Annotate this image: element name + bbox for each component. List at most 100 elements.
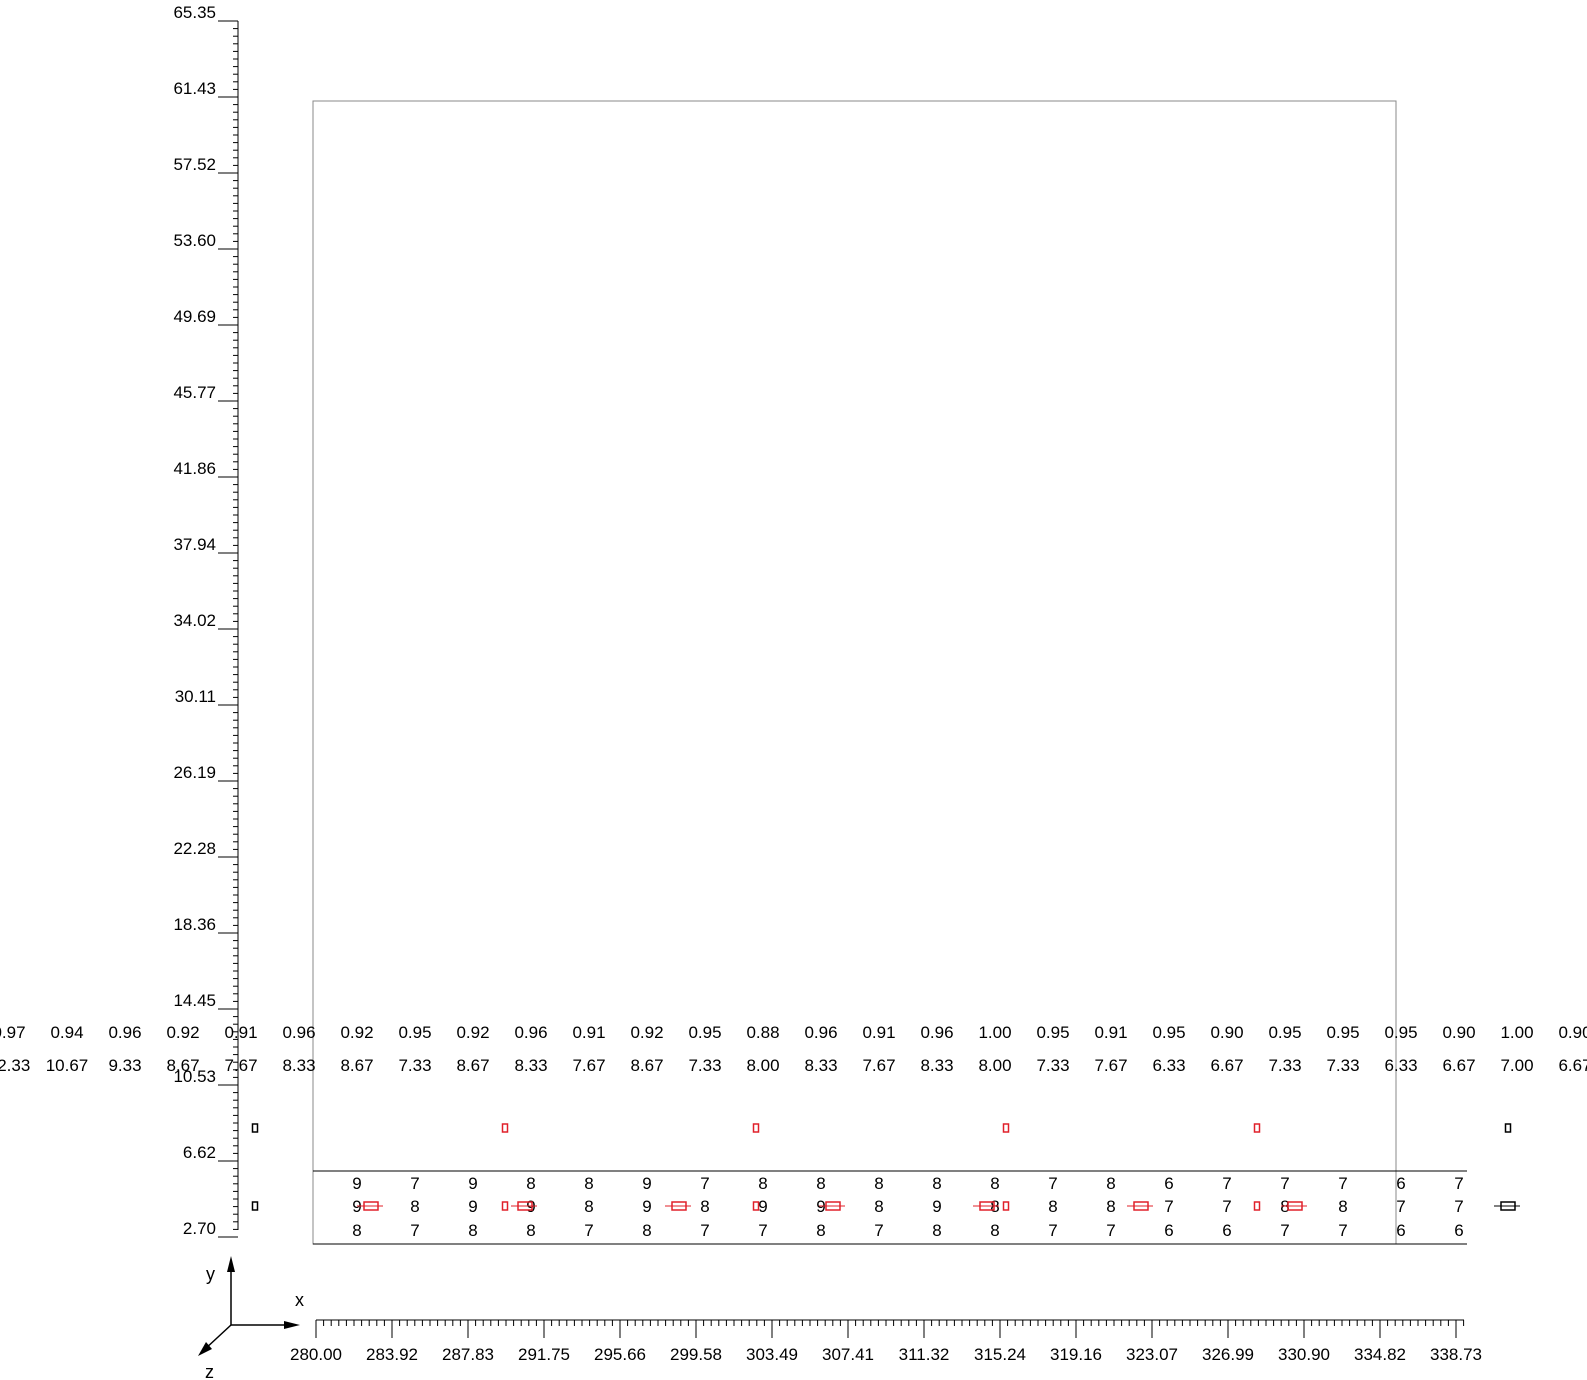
top-value-row: 0.97 0.94 0.96 0.92 0.91 0.96 0.92 0.95 0.92 0.96… [0, 1023, 1587, 1042]
table-cell: 7 [1222, 1197, 1231, 1216]
top-row-value: 0.91 [224, 1023, 257, 1042]
second-row-value: 6.67 [1210, 1056, 1243, 1075]
top-row-value: 0.92 [456, 1023, 489, 1042]
table-cell: 8 [410, 1197, 419, 1216]
table-cell: 7 [410, 1174, 419, 1193]
table-cell: 8 [758, 1174, 767, 1193]
table-cell: 9 [932, 1197, 941, 1216]
y-axis-minor-ticks [218, 20, 238, 1238]
table-cell: 6 [1396, 1221, 1405, 1240]
top-row-value: 0.95 [1384, 1023, 1417, 1042]
marker-small [251, 1123, 259, 1133]
table-cell: 8 [584, 1197, 593, 1216]
table-cell: 7 [1454, 1197, 1463, 1216]
table-cell: 8 [468, 1221, 477, 1240]
x-tick-label: 287.83 [442, 1345, 494, 1364]
top-row-value: 1.00 [978, 1023, 1011, 1042]
orientation-indicator: y x z [198, 1256, 304, 1380]
marker-small [1504, 1123, 1512, 1133]
y-tick-label: 53.60 [173, 231, 216, 250]
top-row-value: 0.91 [1094, 1023, 1127, 1042]
second-row-value: 7.33 [1268, 1056, 1301, 1075]
y-tick-label: 65.35 [173, 3, 216, 22]
table-cell: 7 [874, 1221, 883, 1240]
y-tick-label: 14.45 [173, 991, 216, 1010]
table-cell: 6 [1454, 1221, 1463, 1240]
markers [251, 1123, 1520, 1211]
table-cell: 8 [352, 1221, 361, 1240]
marker-small [501, 1201, 509, 1211]
second-row-value: 8.67 [166, 1056, 199, 1075]
y-tick-label: 49.69 [173, 307, 216, 326]
x-tick-label: 323.07 [1126, 1345, 1178, 1364]
table-cell: 9 [758, 1197, 767, 1216]
table-cell: 7 [1164, 1197, 1173, 1216]
table-cell: 8 [932, 1221, 941, 1240]
table-cell: 8 [526, 1221, 535, 1240]
second-row-value: 7.33 [398, 1056, 431, 1075]
table-cell: 8 [1048, 1197, 1057, 1216]
second-value-row: 12.33 10.67 9.33 8.67 7.67 8.33 8.67 7.33 8.67 8.… [0, 1056, 1587, 1075]
y-tick-label: 61.43 [173, 79, 216, 98]
table-cell: 8 [700, 1197, 709, 1216]
orientation-x-arrowhead [284, 1321, 300, 1329]
lower-table: 9 7 9 8 8 9 7 8 8 8 8 8 7 8 6 7 7 7 6 79 8 9 9 8 9 8 9 9 8 9 8 8 8 7 7 8 8 7 7… [313, 1170, 1467, 1245]
table-cell: 7 [1280, 1221, 1289, 1240]
orientation-y-label: y [206, 1264, 215, 1284]
table-cell: 6 [1222, 1221, 1231, 1240]
x-tick-label: 338.73 [1430, 1345, 1482, 1364]
second-row-value: 6.33 [1152, 1056, 1185, 1075]
top-row-value: 0.94 [50, 1023, 83, 1042]
marker-box [517, 1201, 533, 1211]
y-axis-tick-labels: 65.35 61.43 57.52 53.60 49.69 45.77 41.86 37.94… [173, 3, 216, 1238]
second-row-value: 8.67 [456, 1056, 489, 1075]
top-row-value: 0.90 [1210, 1023, 1243, 1042]
second-row-value: 9.33 [108, 1056, 141, 1075]
top-row-value: 0.92 [166, 1023, 199, 1042]
second-row-value: 6.67 [1558, 1056, 1587, 1075]
table-cell: 8 [1338, 1197, 1347, 1216]
x-axis-tick-labels: 280.00 283.92 287.83 291.75 295.66 299.58 303.… [290, 1345, 1482, 1364]
x-tick-label: 280.00 [290, 1345, 342, 1364]
marker-small [1253, 1201, 1261, 1211]
y-tick-label: 18.36 [173, 915, 216, 934]
marker-box [1133, 1201, 1149, 1211]
table-cell: 8 [990, 1174, 999, 1193]
marker-box [1287, 1201, 1303, 1211]
x-tick-label: 334.82 [1354, 1345, 1406, 1364]
table-cell: 8 [584, 1174, 593, 1193]
second-row-value: 6.33 [1384, 1056, 1417, 1075]
second-row-value: 7.67 [224, 1056, 257, 1075]
table-cell: 8 [932, 1174, 941, 1193]
top-row-value: 0.90 [1442, 1023, 1475, 1042]
table-cell: 7 [584, 1221, 593, 1240]
table-cell: 9 [642, 1174, 651, 1193]
table-cell: 9 [352, 1174, 361, 1193]
top-row-value: 0.92 [630, 1023, 663, 1042]
table-cell: 7 [1280, 1174, 1289, 1193]
marker-small [752, 1123, 760, 1133]
top-row-value: 0.96 [282, 1023, 315, 1042]
orientation-z-arrowhead [198, 1342, 212, 1356]
second-row-value: 8.33 [282, 1056, 315, 1075]
second-row-value: 8.67 [340, 1056, 373, 1075]
x-axis: 280.00 283.92 287.83 291.75 295.66 299.58 303.… [290, 1319, 1482, 1364]
second-row-value: 6.67 [1442, 1056, 1475, 1075]
top-row-value: 0.95 [1326, 1023, 1359, 1042]
second-row-value: 7.33 [1326, 1056, 1359, 1075]
table-cell: 7 [700, 1174, 709, 1193]
y-tick-label: 45.77 [173, 383, 216, 402]
marker-box [825, 1201, 841, 1211]
second-row-value: 7.00 [1500, 1056, 1533, 1075]
table-cell: 7 [410, 1221, 419, 1240]
table-cell: 8 [990, 1221, 999, 1240]
top-row-value: 0.91 [572, 1023, 605, 1042]
table-cell: 7 [1396, 1197, 1405, 1216]
x-tick-label: 307.41 [822, 1345, 874, 1364]
top-row-value: 0.88 [746, 1023, 779, 1042]
y-tick-label: 34.02 [173, 611, 216, 630]
x-tick-label: 311.32 [899, 1345, 950, 1364]
y-tick-label: 37.94 [173, 535, 216, 554]
top-row-value: 0.95 [1036, 1023, 1069, 1042]
table-cell: 8 [526, 1174, 535, 1193]
